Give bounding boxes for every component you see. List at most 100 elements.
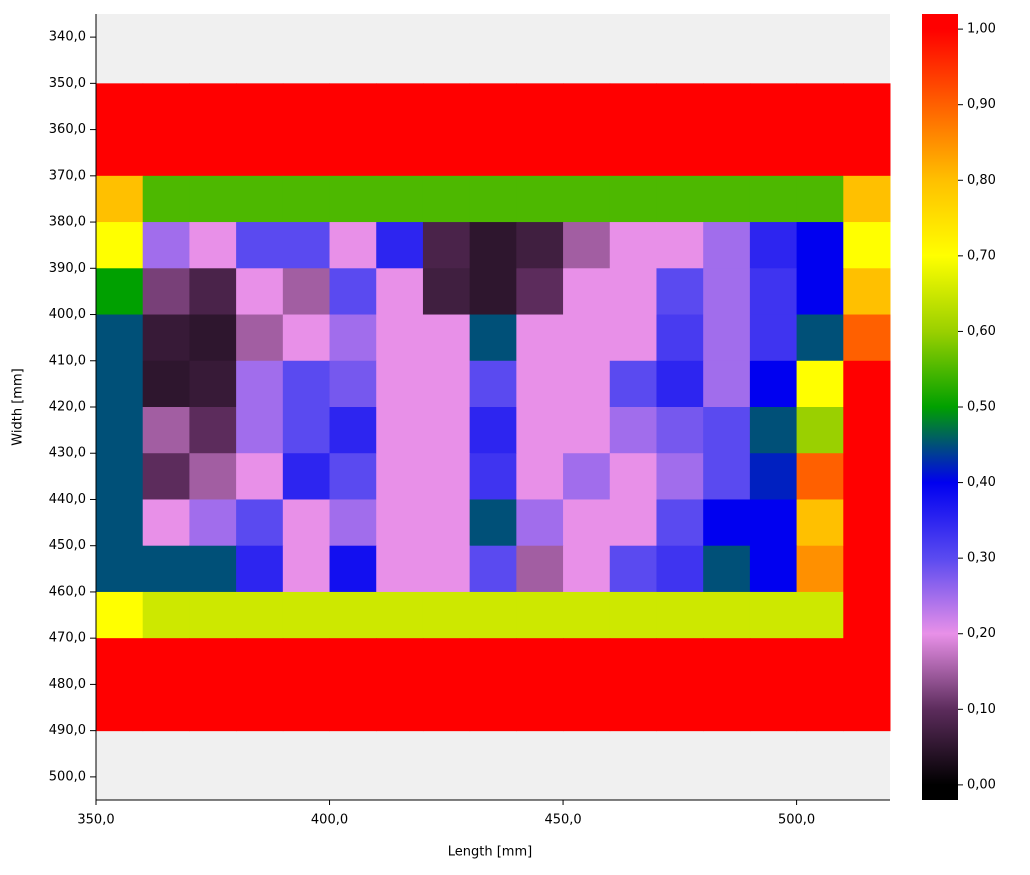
heatmap-cell [843, 684, 891, 732]
heatmap-cell [376, 268, 424, 316]
heatmap-cell [422, 129, 471, 177]
heatmap-cell [516, 638, 564, 685]
heatmap-cell [563, 83, 611, 131]
x-axis-label: Length [mm] [448, 845, 532, 860]
heatmap-cell [703, 499, 751, 547]
heatmap-cell [422, 360, 471, 408]
heatmap-cell [516, 591, 564, 639]
heatmap-cell [282, 499, 331, 547]
heatmap-cell [843, 638, 891, 685]
heatmap-cell [703, 453, 751, 500]
heatmap-cell [96, 684, 144, 732]
heatmap-cell [189, 407, 237, 454]
y-tick-label: 470,0 [49, 631, 86, 646]
heatmap-cell [422, 175, 471, 223]
heatmap-cell [703, 638, 751, 685]
heatmap-cell [469, 360, 517, 408]
heatmap-cell [282, 175, 331, 223]
heatmap-cell [796, 83, 844, 131]
heatmap-cell [843, 129, 891, 177]
heatmap-cell [843, 314, 891, 362]
heatmap-cell [563, 591, 611, 639]
heatmap-cell [703, 83, 751, 131]
heatmap-cell [469, 684, 517, 732]
heatmap-cell [329, 175, 377, 223]
heatmap-cell [563, 268, 611, 316]
heatmap-cell [796, 407, 844, 454]
heatmap-cell [376, 453, 424, 500]
heatmap-cell [609, 222, 657, 269]
heatmap-cell [749, 314, 798, 362]
heatmap-cell [609, 407, 657, 454]
heatmap-cell [516, 314, 564, 362]
heatmap-cell [516, 360, 564, 408]
y-tick-label: 340,0 [49, 30, 86, 45]
heatmap-cell [749, 638, 798, 685]
heatmap-cell [749, 407, 798, 454]
heatmap-cell [796, 638, 844, 685]
heatmap-cell [843, 222, 891, 269]
heatmap-cell [843, 268, 891, 316]
heatmap-cell [422, 453, 471, 500]
heatmap-cell [516, 268, 564, 316]
heatmap-cell [563, 129, 611, 177]
heatmap-cell [189, 591, 237, 639]
heatmap-cell [469, 638, 517, 685]
heatmap-cell [749, 175, 798, 223]
heatmap-cell [656, 175, 704, 223]
heatmap-cell [422, 499, 471, 547]
heatmap-cell [469, 545, 517, 593]
heatmap-cell [843, 499, 891, 547]
y-tick-label: 380,0 [49, 215, 86, 230]
heatmap-cell [142, 545, 190, 593]
heatmap-cell [329, 407, 377, 454]
heatmap-cell [563, 638, 611, 685]
y-tick-label: 500,0 [49, 769, 86, 784]
heatmap-cell [516, 545, 564, 593]
heatmap-cell [656, 453, 704, 500]
heatmap-cell [422, 545, 471, 593]
heatmap-cell [236, 175, 284, 223]
heatmap-cell [236, 360, 284, 408]
heatmap-cell [469, 175, 517, 223]
heatmap-cell [843, 175, 891, 223]
heatmap-cell [469, 83, 517, 131]
heatmap-cell [656, 314, 704, 362]
heatmap-cell [142, 499, 190, 547]
heatmap-cell [376, 83, 424, 131]
heatmap-cell [282, 129, 331, 177]
heatmap-cell [329, 638, 377, 685]
heatmap-cell [189, 268, 237, 316]
heatmap-cell [329, 83, 377, 131]
heatmap-cell [843, 407, 891, 454]
heatmap-cell [282, 407, 331, 454]
y-tick-label: 440,0 [49, 492, 86, 507]
colorbar-tick-label: 0,20 [967, 626, 996, 641]
colorbar-tick-label: 0,00 [967, 777, 996, 792]
heatmap-cell [236, 129, 284, 177]
heatmap-cell [703, 684, 751, 732]
x-tick-label: 350,0 [77, 813, 114, 828]
heatmap-cell [609, 314, 657, 362]
heatmap-cell [376, 638, 424, 685]
heatmap-cell [563, 684, 611, 732]
heatmap-cell [516, 499, 564, 547]
heatmap-cell [189, 129, 237, 177]
heatmap-cell [236, 314, 284, 362]
heatmap-cell [469, 499, 517, 547]
heatmap-cell [376, 222, 424, 269]
heatmap-cell [796, 684, 844, 732]
heatmap-cell [469, 129, 517, 177]
heatmap-cell [282, 222, 331, 269]
heatmap-cell [422, 268, 471, 316]
y-tick-label: 460,0 [49, 584, 86, 599]
heatmap-cell [282, 591, 331, 639]
heatmap-cell [703, 591, 751, 639]
heatmap-cell [329, 222, 377, 269]
colorbar-tick-label: 0,40 [967, 475, 996, 490]
heatmap-cell [656, 545, 704, 593]
heatmap-cell [609, 83, 657, 131]
heatmap-cell [142, 83, 190, 131]
heatmap-cell [563, 222, 611, 269]
